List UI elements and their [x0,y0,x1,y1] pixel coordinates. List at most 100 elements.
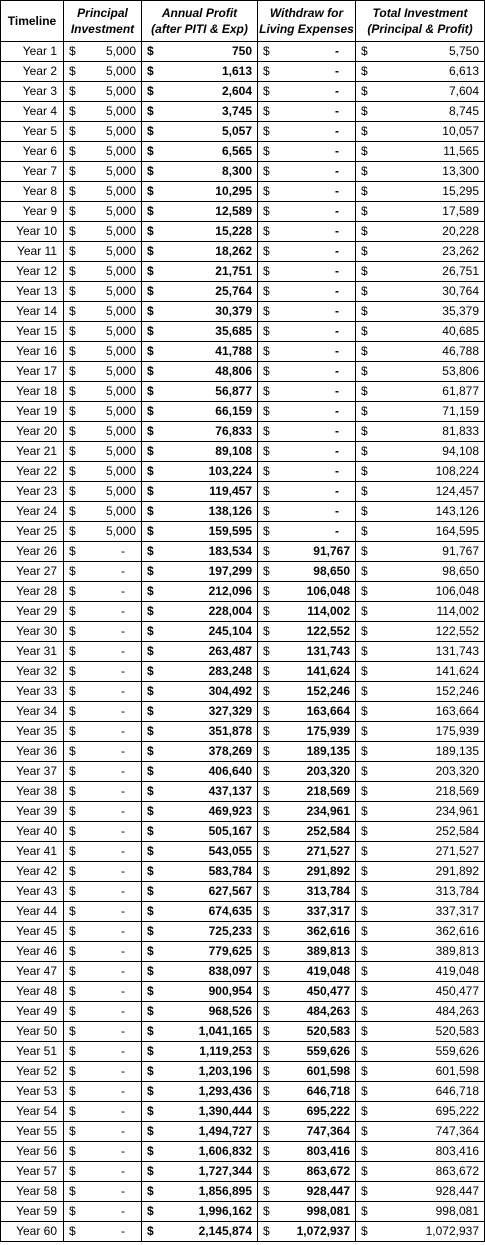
timeline-cell[interactable]: Year 18 [0,381,64,402]
profit-cell[interactable]: $583,784 [141,861,258,882]
total-cell[interactable]: $252,584 [355,821,485,842]
profit-cell[interactable]: $1,996,162 [141,1201,258,1222]
principal-cell[interactable]: $5,000 [63,281,142,302]
profit-cell[interactable]: $505,167 [141,821,258,842]
total-cell[interactable]: $362,616 [355,921,485,942]
profit-cell[interactable]: $283,248 [141,661,258,682]
withdraw-cell[interactable]: $313,784 [257,881,356,902]
profit-cell[interactable]: $627,567 [141,881,258,902]
withdraw-cell[interactable]: $520,583 [257,1021,356,1042]
withdraw-cell[interactable]: $114,002 [257,601,356,622]
withdraw-cell[interactable]: $ - [257,421,356,442]
principal-cell[interactable]: $ - [63,1061,142,1082]
profit-cell[interactable]: $1,494,727 [141,1121,258,1142]
withdraw-cell[interactable]: $ - [257,121,356,142]
total-cell[interactable]: $122,552 [355,621,485,642]
profit-cell[interactable]: $304,492 [141,681,258,702]
total-cell[interactable]: $484,263 [355,1001,485,1022]
principal-cell[interactable]: $5,000 [63,241,142,262]
withdraw-cell[interactable]: $ - [257,341,356,362]
timeline-cell[interactable]: Year 12 [0,261,64,282]
total-cell[interactable]: $6,613 [355,61,485,82]
withdraw-cell[interactable]: $ - [257,521,356,542]
withdraw-cell[interactable]: $ - [257,241,356,262]
principal-cell[interactable]: $ - [63,1161,142,1182]
withdraw-cell[interactable]: $ - [257,481,356,502]
principal-cell[interactable]: $ - [63,881,142,902]
withdraw-cell[interactable]: $218,569 [257,781,356,802]
total-cell[interactable]: $152,246 [355,681,485,702]
timeline-cell[interactable]: Year 53 [0,1081,64,1102]
total-cell[interactable]: $520,583 [355,1021,485,1042]
withdraw-cell[interactable]: $450,477 [257,981,356,1002]
principal-cell[interactable]: $5,000 [63,221,142,242]
timeline-cell[interactable]: Year 52 [0,1061,64,1082]
principal-cell[interactable]: $5,000 [63,101,142,122]
total-cell[interactable]: $646,718 [355,1081,485,1102]
timeline-cell[interactable]: Year 59 [0,1201,64,1222]
profit-cell[interactable]: $779,625 [141,941,258,962]
profit-cell[interactable]: $1,203,196 [141,1061,258,1082]
withdraw-cell[interactable]: $189,135 [257,741,356,762]
total-cell[interactable]: $11,565 [355,141,485,162]
profit-cell[interactable]: $35,685 [141,321,258,342]
profit-cell[interactable]: $6,565 [141,141,258,162]
timeline-cell[interactable]: Year 23 [0,481,64,502]
timeline-cell[interactable]: Year 40 [0,821,64,842]
timeline-cell[interactable]: Year 31 [0,641,64,662]
withdraw-cell[interactable]: $ - [257,181,356,202]
principal-cell[interactable]: $ - [63,821,142,842]
timeline-cell[interactable]: Year 35 [0,721,64,742]
profit-cell[interactable]: $437,137 [141,781,258,802]
timeline-cell[interactable]: Year 24 [0,501,64,522]
timeline-cell[interactable]: Year 16 [0,341,64,362]
principal-cell[interactable]: $5,000 [63,201,142,222]
total-cell[interactable]: $40,685 [355,321,485,342]
total-cell[interactable]: $106,048 [355,581,485,602]
withdraw-cell[interactable]: $928,447 [257,1181,356,1202]
timeline-cell[interactable]: Year 60 [0,1221,64,1242]
profit-cell[interactable]: $1,041,165 [141,1021,258,1042]
withdraw-cell[interactable]: $98,650 [257,561,356,582]
profit-cell[interactable]: $21,751 [141,261,258,282]
withdraw-cell[interactable]: $ - [257,361,356,382]
total-cell[interactable]: $175,939 [355,721,485,742]
total-cell[interactable]: $695,222 [355,1101,485,1122]
principal-cell[interactable]: $ - [63,741,142,762]
timeline-cell[interactable]: Year 14 [0,301,64,322]
principal-cell[interactable]: $ - [63,801,142,822]
withdraw-cell[interactable]: $141,624 [257,661,356,682]
profit-cell[interactable]: $30,379 [141,301,258,322]
withdraw-cell[interactable]: $ - [257,41,356,62]
profit-cell[interactable]: $103,224 [141,461,258,482]
withdraw-cell[interactable]: $131,743 [257,641,356,662]
withdraw-cell[interactable]: $152,246 [257,681,356,702]
total-cell[interactable]: $803,416 [355,1141,485,1162]
principal-cell[interactable]: $ - [63,1001,142,1022]
timeline-cell[interactable]: Year 54 [0,1101,64,1122]
profit-cell[interactable]: $25,764 [141,281,258,302]
timeline-cell[interactable]: Year 39 [0,801,64,822]
principal-cell[interactable]: $5,000 [63,321,142,342]
timeline-cell[interactable]: Year 47 [0,961,64,982]
principal-cell[interactable]: $5,000 [63,81,142,102]
principal-cell[interactable]: $ - [63,581,142,602]
principal-cell[interactable]: $5,000 [63,441,142,462]
principal-cell[interactable]: $5,000 [63,401,142,422]
profit-cell[interactable]: $1,613 [141,61,258,82]
principal-cell[interactable]: $5,000 [63,421,142,442]
principal-cell[interactable]: $ - [63,1021,142,1042]
profit-cell[interactable]: $10,295 [141,181,258,202]
principal-cell[interactable]: $ - [63,721,142,742]
timeline-cell[interactable]: Year 33 [0,681,64,702]
profit-cell[interactable]: $212,096 [141,581,258,602]
principal-cell[interactable]: $ - [63,761,142,782]
principal-cell[interactable]: $5,000 [63,521,142,542]
withdraw-cell[interactable]: $1,072,937 [257,1221,356,1242]
principal-cell[interactable]: $ - [63,961,142,982]
principal-cell[interactable]: $ - [63,621,142,642]
timeline-cell[interactable]: Year 19 [0,401,64,422]
timeline-cell[interactable]: Year 6 [0,141,64,162]
principal-cell[interactable]: $5,000 [63,481,142,502]
principal-cell[interactable]: $5,000 [63,381,142,402]
